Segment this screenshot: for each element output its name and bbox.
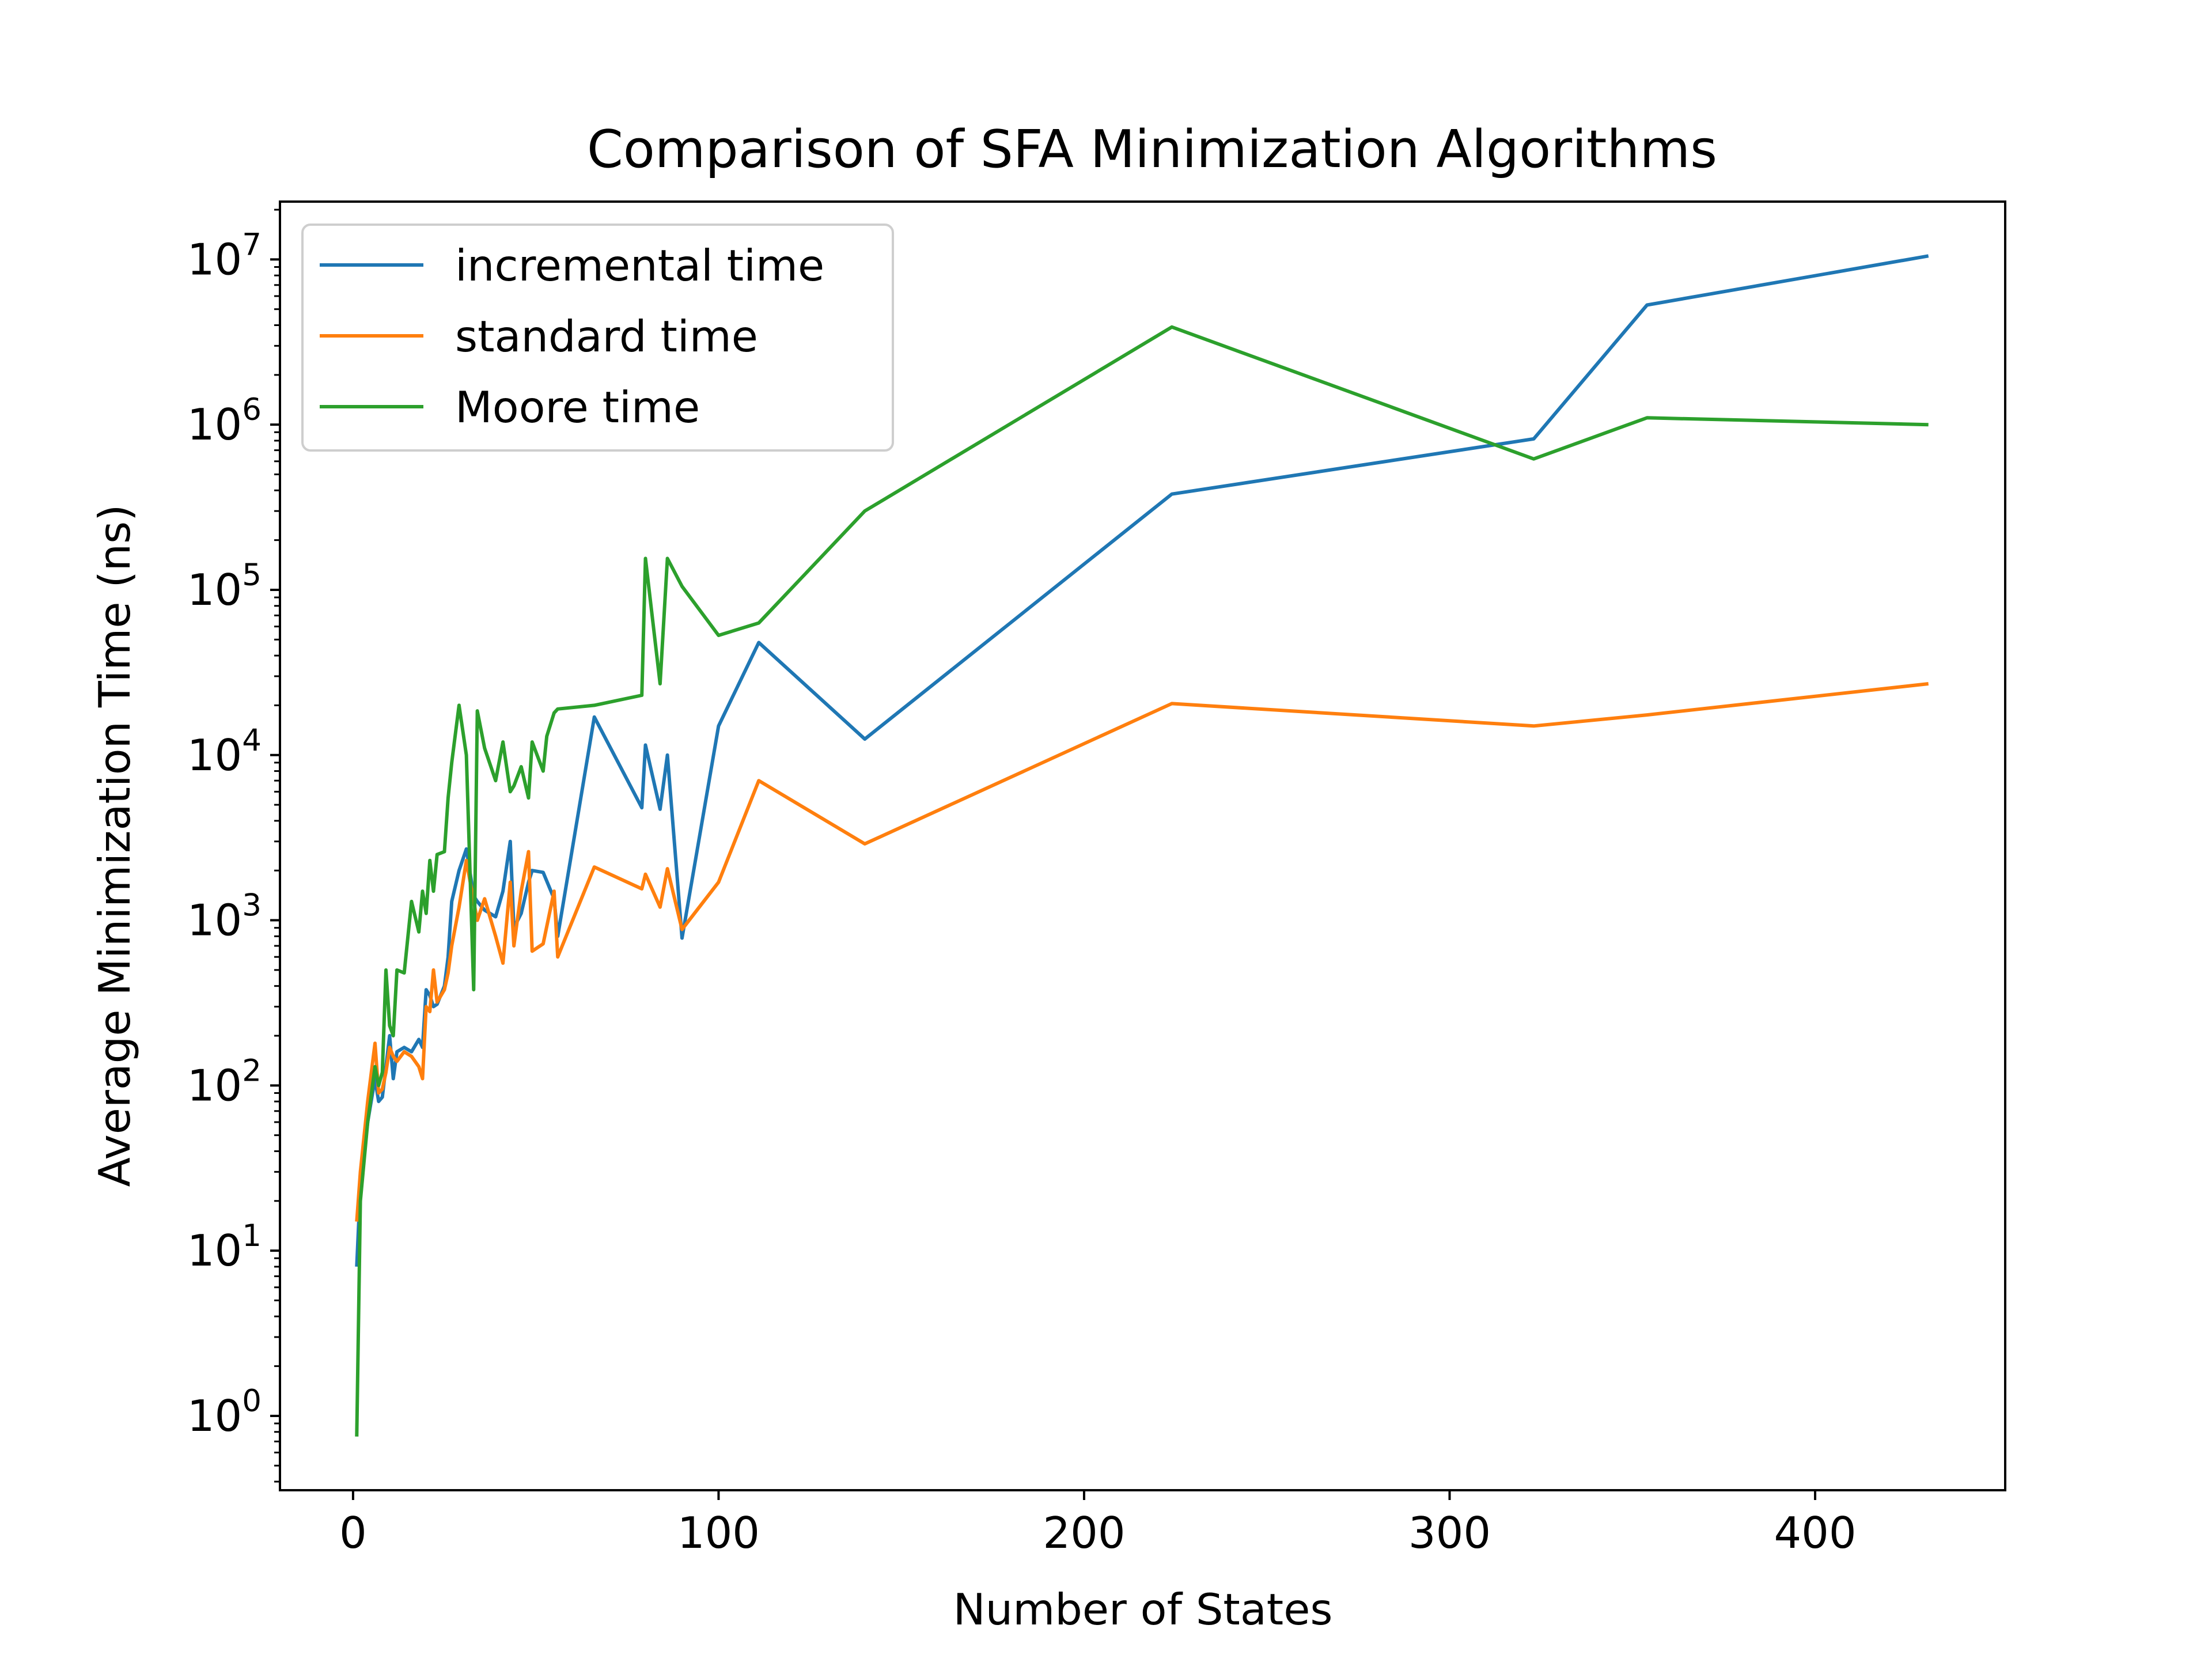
y-axis-label: Average Minimization Time (ns) — [89, 505, 140, 1187]
y-tick-label: 107 — [187, 227, 262, 285]
y-tick-label: 101 — [187, 1218, 262, 1276]
y-tick-label: 106 — [187, 392, 262, 450]
plot-lines — [355, 254, 1929, 1437]
y-tick-label: 104 — [187, 723, 262, 781]
legend-label-0: incremental time — [455, 240, 824, 291]
y-tick-label: 102 — [187, 1053, 262, 1111]
y-tick-label: 100 — [187, 1384, 262, 1441]
series-line-0 — [355, 254, 1929, 1267]
legend-label-1: standard time — [455, 311, 758, 362]
x-axis-label: Number of States — [953, 1584, 1333, 1635]
x-tick-label: 100 — [677, 1508, 760, 1558]
x-tick-label: 300 — [1408, 1508, 1491, 1558]
legend: incremental time standard time Moore time — [301, 224, 894, 452]
x-axis: 0 100 200 300 400 — [339, 1490, 1857, 1558]
series-line-2 — [355, 325, 1929, 1437]
legend-box — [301, 224, 894, 452]
x-tick-label: 0 — [339, 1508, 367, 1558]
y-tick-label: 103 — [187, 888, 262, 946]
x-tick-label: 400 — [1774, 1508, 1856, 1558]
chart-title: Comparison of SFA Minimization Algorithm… — [587, 119, 1717, 180]
y-axis: 100 101 102 103 104 105 106 107 — [187, 209, 280, 1483]
legend-label-2: Moore time — [455, 382, 700, 433]
y-tick-label: 105 — [187, 558, 262, 615]
plot-frame — [279, 200, 2006, 1491]
x-tick-label: 200 — [1043, 1508, 1125, 1558]
series-line-1 — [355, 682, 1929, 1222]
